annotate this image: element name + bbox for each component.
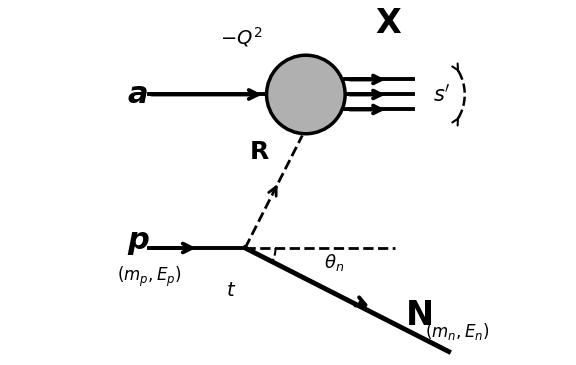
Text: $(m_n,E_n)$: $(m_n,E_n)$ — [426, 321, 490, 342]
Text: a: a — [127, 80, 148, 109]
Text: $t$: $t$ — [226, 281, 236, 300]
Text: X: X — [375, 7, 401, 39]
Text: $s'$: $s'$ — [433, 84, 450, 105]
Text: p: p — [127, 226, 149, 256]
Text: $\theta_n$: $\theta_n$ — [324, 252, 344, 273]
Text: N: N — [406, 299, 434, 332]
Circle shape — [267, 55, 345, 134]
Text: $-Q^2$: $-Q^2$ — [221, 26, 263, 49]
Text: $(m_p,E_p)$: $(m_p,E_p)$ — [117, 265, 181, 289]
Text: R: R — [250, 139, 269, 164]
